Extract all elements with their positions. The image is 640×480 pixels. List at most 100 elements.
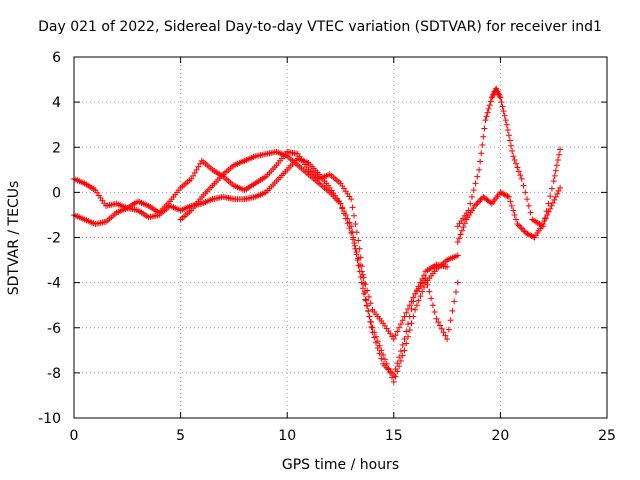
data-point	[265, 191, 267, 193]
data-point	[361, 270, 363, 272]
data-point	[265, 153, 267, 155]
data-point	[339, 182, 342, 184]
data-point	[533, 236, 536, 239]
data-point	[318, 173, 320, 175]
x-axis-ticks: 0 5 10 15 20 25	[70, 57, 616, 444]
y-tick-label: 4	[52, 95, 61, 111]
data-point	[297, 153, 299, 155]
x-tick-label: 0	[70, 428, 79, 444]
data-point	[233, 198, 235, 200]
data-point	[329, 191, 331, 193]
data-point	[425, 282, 427, 284]
data-point	[105, 205, 107, 207]
data-point	[457, 282, 459, 284]
data-point	[105, 221, 107, 223]
data-point	[84, 182, 86, 184]
data-point	[169, 205, 171, 207]
data-point	[307, 173, 310, 175]
series-markers	[71, 148, 451, 379]
data-point	[465, 218, 467, 221]
data-point	[211, 185, 214, 187]
data-point	[126, 207, 128, 209]
series-track-a	[71, 155, 461, 385]
x-tick-label: 10	[278, 428, 296, 444]
data-point	[499, 191, 501, 193]
series-track-c	[177, 148, 461, 343]
data-point	[457, 254, 459, 257]
data-point	[211, 169, 214, 171]
data-point	[365, 300, 367, 302]
data-point	[506, 124, 508, 126]
data-point	[329, 173, 331, 175]
data-point	[286, 155, 288, 157]
data-point	[403, 315, 406, 318]
data-point	[243, 189, 246, 191]
data-point	[318, 178, 320, 180]
data-point	[201, 196, 203, 198]
data-point	[169, 200, 171, 202]
data-point	[382, 363, 384, 365]
data-point	[286, 151, 288, 153]
data-point	[393, 338, 395, 340]
data-point	[190, 205, 192, 207]
data-point	[393, 381, 395, 383]
data-point	[531, 218, 533, 221]
data-point	[94, 223, 96, 225]
data-point	[435, 263, 438, 266]
data-point	[350, 232, 352, 234]
data-point	[521, 178, 523, 180]
y-tick-label: -10	[38, 411, 61, 427]
data-point	[180, 187, 182, 189]
data-point	[457, 241, 459, 243]
data-point	[233, 164, 235, 166]
data-point	[254, 182, 256, 184]
series-track-b	[71, 148, 451, 379]
data-point	[446, 266, 448, 268]
data-point	[403, 338, 406, 340]
y-axis-ticks: -10 -8 -6 -4 -2 0 2 4 6	[38, 50, 607, 427]
data-point	[94, 189, 96, 191]
y-tick-label: -6	[47, 321, 61, 337]
y-tick-label: 6	[52, 50, 61, 66]
data-point	[491, 203, 493, 205]
data-point	[254, 155, 256, 157]
y-tick-label: 2	[52, 140, 61, 156]
data-point	[148, 216, 150, 218]
data-point	[339, 203, 342, 205]
data-point	[190, 178, 192, 180]
data-point	[425, 270, 427, 272]
data-point	[482, 196, 484, 198]
data-point	[180, 209, 182, 212]
data-point	[363, 293, 365, 295]
data-point	[414, 293, 416, 295]
data-point	[446, 259, 448, 261]
data-point	[201, 160, 203, 162]
plot-frame	[73, 56, 608, 419]
data-point	[550, 205, 553, 207]
data-point	[484, 119, 487, 121]
data-point	[553, 180, 555, 182]
data-point	[158, 212, 160, 214]
data-point	[265, 175, 267, 178]
data-point	[446, 338, 448, 340]
data-point	[201, 203, 203, 205]
data-point	[233, 185, 235, 187]
data-point	[275, 151, 278, 153]
data-point	[116, 203, 118, 205]
data-point	[243, 198, 246, 200]
data-point	[350, 225, 352, 227]
y-tick-label: 0	[52, 185, 61, 201]
chart-title: Day 021 of 2022, Sidereal Day-to-day VTE…	[38, 19, 602, 35]
data-point	[435, 318, 438, 320]
data-point	[350, 198, 352, 200]
data-point	[512, 155, 514, 157]
data-point	[137, 200, 139, 202]
data-point	[222, 196, 224, 198]
series-track-e	[454, 184, 564, 246]
series-track-d	[454, 85, 564, 230]
data-point	[491, 97, 493, 99]
data-point	[190, 209, 192, 212]
data-point	[495, 87, 497, 90]
data-point	[148, 205, 150, 207]
data-point	[307, 162, 310, 164]
